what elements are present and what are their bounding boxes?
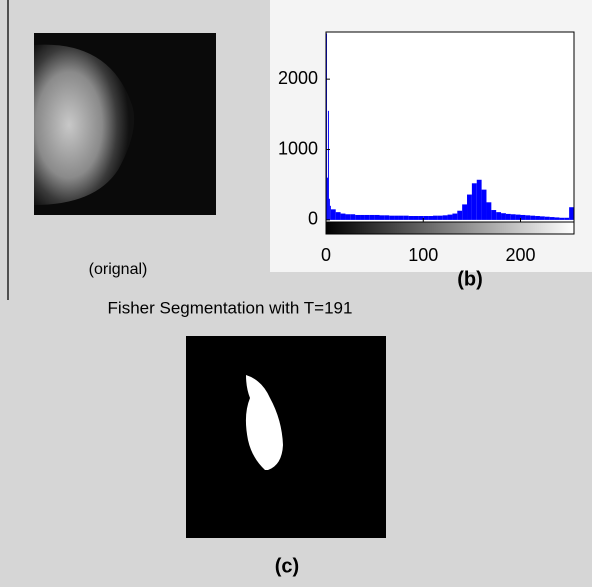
- bar: [564, 218, 569, 220]
- bar: [404, 216, 409, 220]
- bar: [555, 217, 560, 219]
- bar: [525, 215, 530, 220]
- bar: [399, 216, 404, 220]
- bar: [438, 216, 443, 220]
- bar: [414, 216, 419, 220]
- bar: [389, 216, 394, 220]
- bar: [409, 216, 414, 220]
- bar: [472, 183, 477, 220]
- panel-label: (b): [457, 268, 483, 290]
- bar: [341, 214, 346, 220]
- x-tick-label: 200: [505, 245, 535, 265]
- bar: [521, 215, 526, 220]
- bar: [327, 178, 328, 220]
- bar: [328, 111, 329, 220]
- bar: [506, 214, 511, 220]
- bar: [501, 213, 506, 220]
- bar: [491, 210, 496, 220]
- bar: [486, 202, 491, 220]
- bar: [384, 215, 389, 220]
- segmentation-image: [186, 336, 386, 538]
- bar: [345, 214, 350, 220]
- bar: [569, 207, 574, 220]
- bar: [477, 180, 482, 220]
- original-image: [34, 33, 216, 215]
- bar: [559, 218, 564, 220]
- segmentation-title: Fisher Segmentation with T=191: [108, 298, 353, 317]
- bar: [329, 199, 330, 220]
- y-tick-label: 2000: [278, 68, 318, 88]
- y-tick-label: 0: [308, 209, 318, 229]
- bar: [379, 215, 384, 220]
- bar: [457, 211, 462, 220]
- bar: [467, 195, 472, 220]
- y-tick-label: 1000: [278, 138, 318, 158]
- bar: [448, 215, 453, 220]
- bar: [496, 212, 501, 220]
- bar: [462, 204, 467, 219]
- bar: [423, 216, 428, 220]
- bar: [428, 216, 433, 220]
- bar: [375, 215, 380, 220]
- bar: [365, 215, 370, 220]
- plot-area: [326, 32, 574, 222]
- panel-label: (c): [275, 555, 299, 577]
- original-caption: (orignal): [89, 261, 148, 278]
- bar: [530, 216, 535, 220]
- bar: [443, 215, 448, 220]
- bar: [535, 216, 540, 220]
- bar: [540, 216, 545, 220]
- bar: [331, 209, 336, 220]
- colorbar: [326, 222, 574, 234]
- bar: [394, 216, 399, 220]
- bar: [516, 215, 521, 220]
- bar: [330, 206, 331, 220]
- bar: [545, 217, 550, 220]
- bar: [433, 216, 438, 220]
- bar: [350, 214, 355, 220]
- bar: [550, 217, 555, 220]
- x-tick-label: 0: [321, 245, 331, 265]
- bar: [355, 215, 360, 220]
- x-tick-label: 100: [408, 245, 438, 265]
- bar: [482, 190, 487, 220]
- bar: [418, 216, 423, 220]
- image-background: [186, 336, 386, 538]
- bar: [511, 214, 516, 220]
- bar: [370, 215, 375, 220]
- bar: [452, 214, 457, 220]
- bar: [336, 212, 341, 220]
- bar: [360, 215, 365, 220]
- figure: (orignal) 0 1000 2000 0 100 200 (b) Fisher Se…: [0, 0, 592, 587]
